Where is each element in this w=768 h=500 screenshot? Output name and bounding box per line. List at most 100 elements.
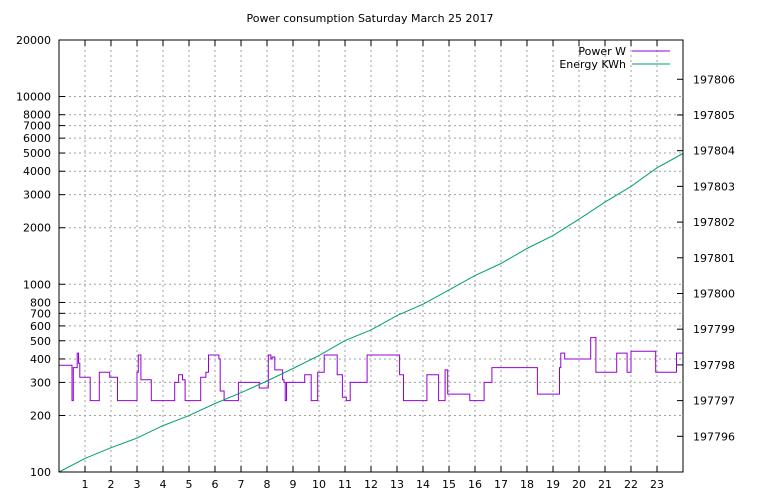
x-tick-label: 11 <box>338 478 352 491</box>
data-point-power-w <box>72 366 74 368</box>
x-tick-label: 1 <box>82 478 89 491</box>
data-point-power-w <box>626 352 628 354</box>
y2-tick-label: 197800 <box>693 287 735 300</box>
data-point-power-w <box>258 381 260 383</box>
data-point-power-w <box>219 390 221 392</box>
data-point-power-w <box>181 379 183 381</box>
data-point-power-w <box>366 381 368 383</box>
data-point-power-w <box>675 352 677 354</box>
data-point-power-w <box>271 356 273 358</box>
data-point-power-w <box>437 374 439 376</box>
data-point-energy-kwh <box>344 339 346 341</box>
data-point-power-w <box>79 362 81 364</box>
x-tick-label: 7 <box>238 478 245 491</box>
data-point-power-w <box>447 393 449 395</box>
y2-tick-label: 197802 <box>693 216 735 229</box>
data-point-power-w <box>109 376 111 378</box>
y-tick-label: 6000 <box>23 132 51 145</box>
data-point-power-w <box>310 399 312 401</box>
y-tick-label: 2000 <box>23 222 51 235</box>
data-point-energy-kwh <box>448 289 450 291</box>
data-point-power-w <box>564 358 566 360</box>
data-point-power-w <box>575 358 577 360</box>
y2-tick-label: 197796 <box>693 430 735 443</box>
y-tick-label: 1000 <box>23 278 51 291</box>
tick-layer: 1 2 3 4 5 6 7 8 9 10 11 12 13 14 15 16 17 18 19 20 21 22 23100… <box>16 34 735 491</box>
data-point-power-w <box>184 379 186 381</box>
data-point-power-w <box>317 399 319 401</box>
x-tick-label: 13 <box>390 478 404 491</box>
series-layer <box>58 153 684 473</box>
data-point-power-w <box>200 399 202 401</box>
data-point-power-w <box>150 399 152 401</box>
data-point-power-w <box>177 381 179 383</box>
data-point-power-w <box>483 399 485 401</box>
data-point-power-w <box>590 336 592 338</box>
data-point-energy-kwh <box>396 314 398 316</box>
data-point-power-w <box>267 354 269 356</box>
data-point-power-w <box>595 371 597 373</box>
x-tick-label: 5 <box>186 478 193 491</box>
data-point-power-w <box>205 371 207 373</box>
legend-label-power: Power W <box>578 45 626 58</box>
x-tick-label: 12 <box>364 478 378 491</box>
data-point-power-w <box>341 396 343 398</box>
data-point-power-w <box>77 352 79 354</box>
data-point-power-w <box>205 376 207 378</box>
data-point-power-w <box>304 374 306 376</box>
data-point-power-w <box>491 366 493 368</box>
data-point-energy-kwh <box>162 424 164 426</box>
data-point-power-w <box>136 399 138 401</box>
data-point-power-w <box>313 399 315 401</box>
data-point-power-w <box>398 354 400 356</box>
data-point-power-w <box>237 381 239 383</box>
y-tick-label: 200 <box>30 409 51 422</box>
y-tick-label: 800 <box>30 296 51 309</box>
data-point-energy-kwh <box>630 185 632 187</box>
data-point-power-w <box>140 379 142 381</box>
data-point-power-w <box>408 399 410 401</box>
data-point-energy-kwh <box>110 447 112 449</box>
data-point-power-w <box>444 399 446 401</box>
x-tick-label: 20 <box>572 478 586 491</box>
data-point-power-w <box>323 371 325 373</box>
data-point-power-w <box>564 352 566 354</box>
x-tick-label: 6 <box>212 478 219 491</box>
legend: Power W Energy KWh <box>559 45 670 71</box>
data-point-power-w <box>626 371 628 373</box>
y2-tick-label: 197805 <box>693 109 735 122</box>
data-point-power-w <box>219 358 221 360</box>
x-tick-label: 10 <box>312 478 326 491</box>
x-tick-label: 9 <box>290 478 297 491</box>
data-point-power-w <box>437 399 439 401</box>
data-point-power-w <box>345 399 347 401</box>
data-point-energy-kwh <box>318 354 320 356</box>
data-point-power-w <box>258 387 260 389</box>
x-tick-label: 17 <box>494 478 508 491</box>
data-point-energy-kwh <box>240 392 242 394</box>
data-point-energy-kwh <box>578 218 580 220</box>
legend-label-energy: Energy KWh <box>559 58 626 71</box>
data-point-power-w <box>336 374 338 376</box>
data-point-power-w <box>341 374 343 376</box>
data-point-power-w <box>590 358 592 360</box>
data-point-power-w <box>304 381 306 383</box>
data-point-power-w <box>630 371 632 373</box>
x-tick-label: 3 <box>134 478 141 491</box>
data-point-power-w <box>270 354 272 356</box>
data-point-power-w <box>426 374 428 376</box>
data-point-power-w <box>402 374 404 376</box>
data-point-energy-kwh <box>188 414 190 416</box>
data-point-power-w <box>116 376 118 378</box>
data-point-power-w <box>237 399 239 401</box>
y-tick-label: 300 <box>30 376 51 389</box>
y-tick-label: 10000 <box>16 91 51 104</box>
y-tick-label: 400 <box>30 353 51 366</box>
series-line-energy-kwh <box>58 153 684 473</box>
data-point-power-w <box>447 369 449 371</box>
x-tick-label: 23 <box>650 478 664 491</box>
data-point-energy-kwh <box>474 274 476 276</box>
data-point-power-w <box>109 371 111 373</box>
data-point-power-w <box>345 396 347 398</box>
data-point-power-w <box>177 374 179 376</box>
